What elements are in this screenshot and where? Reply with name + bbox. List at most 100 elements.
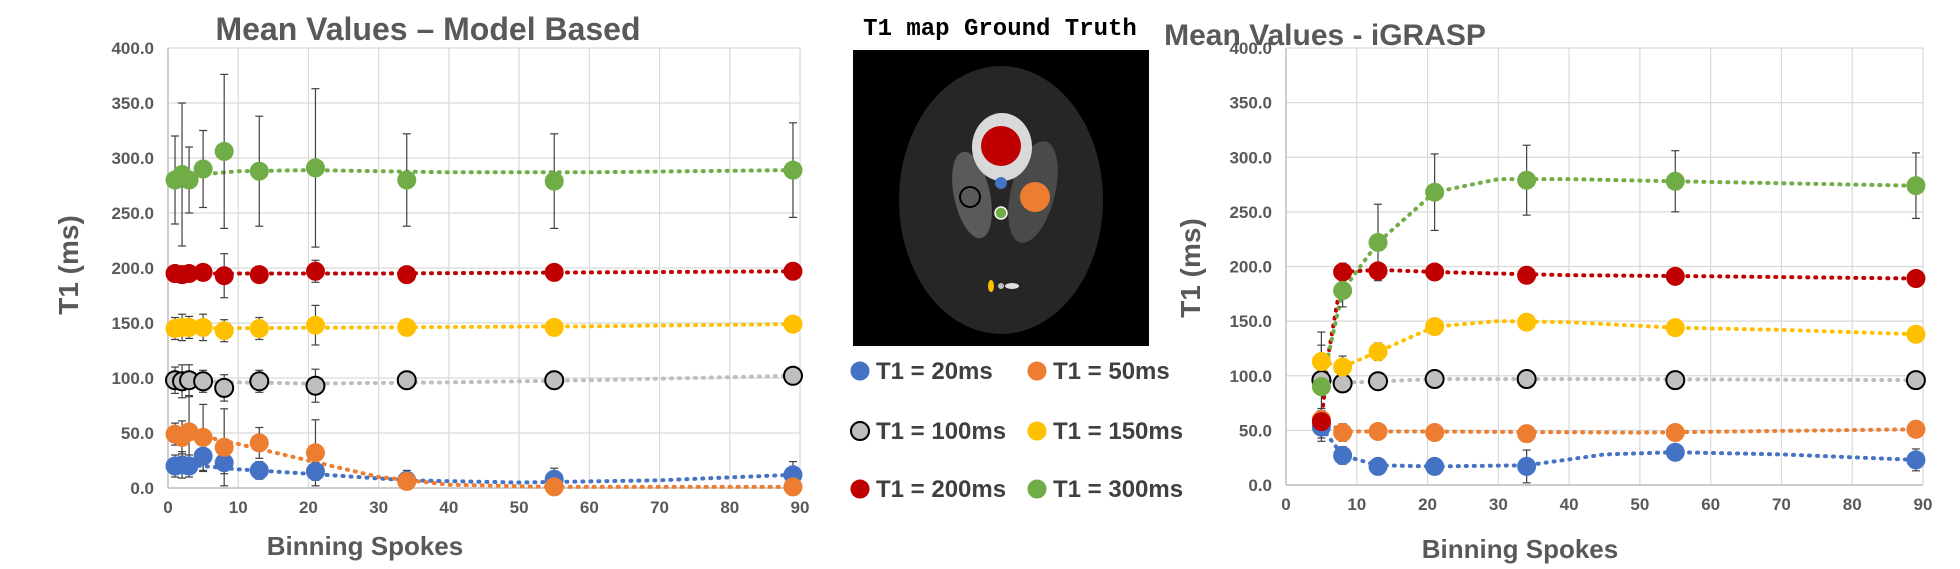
x-axis-label: Binning Spokes [1422, 534, 1618, 564]
y-tick-label: 350.0 [111, 94, 154, 113]
data-point-t1-100ms [544, 370, 565, 391]
data-point-t1-200ms [783, 261, 803, 281]
data-point-t1-150ms [544, 317, 564, 337]
legend-marker [850, 361, 870, 381]
chart-title: Mean Values - iGRASP [1164, 19, 1486, 52]
data-point-t1-50ms [1333, 423, 1353, 443]
x-tick-label: 20 [1418, 495, 1437, 514]
data-point-t1-150ms [249, 319, 269, 338]
data-point-t1-300ms [1368, 232, 1388, 252]
data-point-t1-150ms [1368, 342, 1388, 362]
chart-model-based: Mean Values – Model Based Binning Spokes… [53, 11, 809, 561]
data-point-t1-20ms [1425, 456, 1445, 476]
data-point-t1-200ms [193, 262, 213, 282]
data-point-t1-150ms [1906, 324, 1926, 344]
y-tick-label: 250.0 [111, 204, 154, 223]
data-point-t1-200ms [1311, 412, 1331, 432]
y-tick-label: 150.0 [1229, 312, 1272, 331]
y-tick-label: 300.0 [111, 149, 154, 168]
x-tick-label: 50 [510, 498, 529, 517]
data-point-t1-150ms [1333, 357, 1353, 377]
ground-truth-panel: T1 map Ground Truth T1 = 20ms T1 = 50msT1… [850, 16, 1183, 503]
data-point-t1-300ms [1906, 176, 1926, 196]
data-point-t1-200ms [544, 262, 564, 282]
data-point-t1-20ms [1906, 450, 1926, 470]
x-tick-label: 0 [163, 498, 172, 517]
legend-marker [1027, 421, 1047, 441]
chart-igrasp: Mean Values - iGRASP Binning Spokes T1 (… [1164, 19, 1932, 564]
x-tick-label: 0 [1281, 495, 1290, 514]
y-tick-label: 350.0 [1229, 94, 1272, 113]
data-point-t1-300ms [544, 171, 564, 191]
data-point-t1-50ms [305, 443, 325, 463]
data-point-t1-100ms [782, 365, 803, 386]
data-point-t1-200ms [1665, 266, 1685, 286]
data-point-t1-50ms [1368, 421, 1388, 441]
data-point-t1-100ms [1424, 369, 1445, 390]
y-tick-label: 50.0 [1239, 421, 1272, 440]
phantom-image [853, 50, 1149, 346]
trendline-t1-100ms [1319, 377, 1918, 385]
y-tick-label: 0.0 [130, 479, 154, 498]
data-point-t1-100ms [305, 375, 326, 396]
ground-truth-legend: T1 = 20ms T1 = 50ms T1 = 100ms T1 = 150ms T1… [850, 358, 1183, 503]
y-tick-label: 100.0 [1229, 367, 1272, 386]
y-tick-label: 0.0 [1248, 476, 1272, 495]
data-point-t1-20ms [1368, 456, 1388, 476]
data-point-t1-100ms [1332, 373, 1353, 394]
data-point-t1-300ms [397, 170, 417, 190]
legend-label: T1 = 100ms [876, 418, 1006, 445]
data-point-t1-50ms [1425, 423, 1445, 443]
data-point-t1-300ms [783, 160, 803, 180]
data-point-t1-50ms [397, 471, 417, 491]
data-point-t1-300ms [1517, 170, 1537, 190]
data-point-t1-300ms [1333, 281, 1353, 301]
x-tick-label: 20 [299, 498, 318, 517]
data-point-t1-200ms [249, 265, 269, 285]
data-point-t1-300ms [193, 159, 213, 179]
y-tick-label: 200.0 [1229, 258, 1272, 277]
x-tick-label: 80 [720, 498, 739, 517]
legend-marker [850, 479, 870, 499]
chart-title: Mean Values – Model Based [215, 11, 640, 47]
data-point-t1-150ms [397, 317, 417, 337]
data-point-t1-300ms [305, 158, 325, 178]
y-axis-label: T1 (ms) [1175, 218, 1206, 318]
x-tick-label: 60 [580, 498, 599, 517]
data-point-t1-200ms [1517, 265, 1537, 285]
y-tick-label: 300.0 [1229, 148, 1272, 167]
data-point-t1-50ms [1906, 419, 1926, 439]
trendline-t1-100ms [173, 373, 795, 386]
data-point-t1-300ms [214, 141, 234, 161]
legend-marker [1027, 479, 1047, 499]
data-point-t1-50ms [544, 477, 564, 497]
data-point-t1-150ms [1425, 317, 1445, 337]
data-point-t1-20ms [305, 462, 325, 481]
x-axis-label: Binning Spokes [267, 531, 463, 561]
data-point-t1-150ms [305, 315, 325, 335]
data-point-t1-150ms [1311, 352, 1331, 372]
y-tick-label: 400.0 [1229, 39, 1272, 58]
x-tick-label: 70 [1772, 495, 1791, 514]
trendline-t1-20ms [1319, 425, 1918, 469]
data-point-t1-150ms [193, 317, 213, 337]
x-tick-label: 60 [1701, 495, 1720, 514]
x-tick-label: 80 [1843, 495, 1862, 514]
trendline-t1-200ms [1319, 267, 1918, 424]
legend-label: T1 = 300ms [1053, 476, 1183, 503]
data-point-t1-50ms [1517, 424, 1537, 444]
data-point-t1-300ms [1425, 182, 1445, 202]
data-point-t1-200ms [1333, 262, 1353, 282]
legend-label: T1 = 20ms [876, 358, 993, 385]
data-point-t1-100ms [1665, 370, 1686, 391]
x-tick-label: 40 [1560, 495, 1579, 514]
x-tick-label: 90 [1914, 495, 1933, 514]
legend-label: T1 = 200ms [876, 476, 1006, 503]
data-point-t1-200ms [1906, 269, 1926, 289]
data-point-t1-150ms [214, 321, 234, 341]
data-point-t1-200ms [1425, 262, 1445, 282]
data-point-t1-50ms [214, 437, 234, 457]
legend-label: T1 = 150ms [1053, 418, 1183, 445]
data-point-t1-50ms [1665, 423, 1685, 443]
data-point-t1-150ms [1517, 312, 1537, 332]
